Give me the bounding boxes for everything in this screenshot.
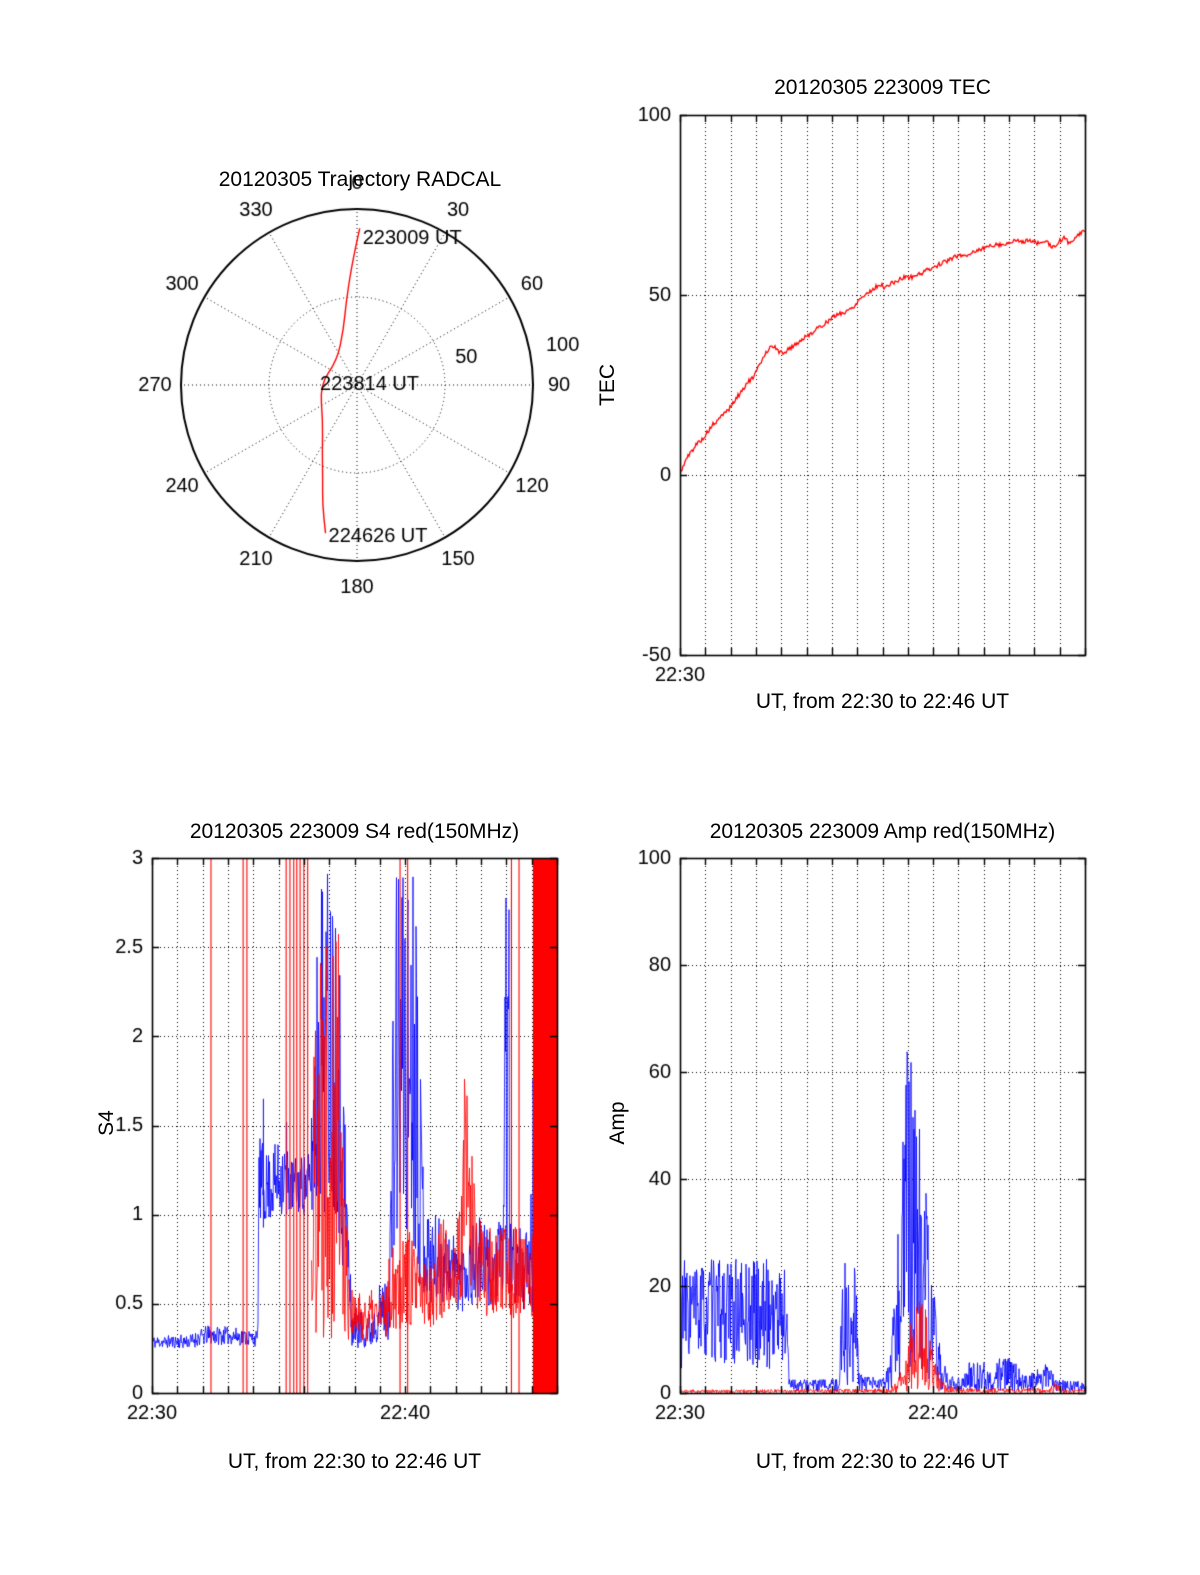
tec-chart-canvas [600,100,1120,700]
s4-title: 20120305 223009 S4 red(150MHz) [189,820,520,843]
tec-title: 20120305 223009 TEC [774,76,991,99]
amp-x-axis-label: UT, from 22:30 to 22:46 UT [755,1450,1010,1473]
amp-chart-canvas [600,845,1120,1445]
trajectory-polar-canvas [130,175,590,605]
amp-title: 20120305 223009 Amp red(150MHz) [709,820,1056,843]
tec-x-axis-label: UT, from 22:30 to 22:46 UT [755,690,1010,713]
s4-chart-canvas [80,845,600,1445]
s4-x-axis-label: UT, from 22:30 to 22:46 UT [227,1450,482,1473]
